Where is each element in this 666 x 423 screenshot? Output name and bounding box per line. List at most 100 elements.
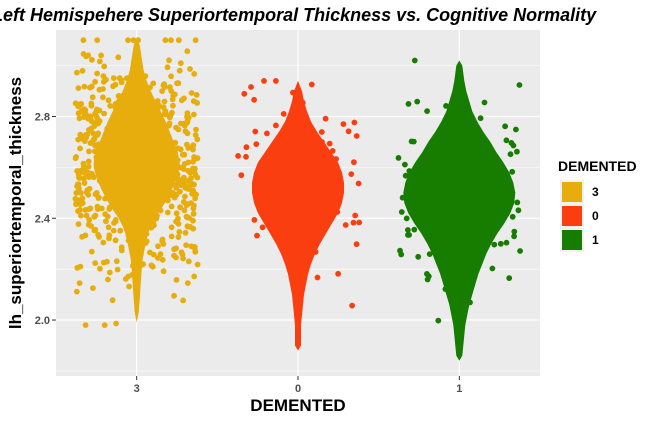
data-point-0 xyxy=(308,81,315,88)
data-point-1 xyxy=(515,207,522,214)
data-point-3 xyxy=(175,178,182,184)
data-point-1 xyxy=(411,57,418,64)
data-point-3 xyxy=(75,110,82,117)
data-point-3 xyxy=(176,229,183,235)
data-point-3 xyxy=(168,224,175,231)
legend-label-3: 3 xyxy=(592,185,599,199)
legend-title: DEMENTED xyxy=(558,158,637,174)
data-point-3 xyxy=(113,320,119,327)
data-point-3 xyxy=(171,91,178,98)
data-point-1 xyxy=(514,199,521,206)
data-point-3 xyxy=(105,97,112,104)
data-point-3 xyxy=(105,224,112,231)
data-point-3 xyxy=(77,190,84,196)
data-point-3 xyxy=(174,80,181,87)
data-point-3 xyxy=(180,255,187,262)
data-point-0 xyxy=(264,130,270,137)
data-point-3 xyxy=(101,110,107,117)
x-axis: 3 0 1 xyxy=(134,376,462,395)
data-point-3 xyxy=(85,158,92,165)
data-point-3 xyxy=(175,234,182,241)
data-point-3 xyxy=(183,242,190,249)
data-point-3 xyxy=(113,258,120,265)
y-axis-title: lh_superiortemporal_thickness xyxy=(6,77,25,329)
data-point-3 xyxy=(151,222,157,229)
data-point-3 xyxy=(76,280,83,286)
data-point-3 xyxy=(100,94,106,101)
data-point-0 xyxy=(273,122,279,129)
data-point-3 xyxy=(168,73,175,80)
data-point-3 xyxy=(188,200,195,207)
data-point-3 xyxy=(173,277,180,283)
data-point-3 xyxy=(177,146,184,153)
data-point-3 xyxy=(77,207,83,213)
data-point-3 xyxy=(73,190,80,196)
data-point-0 xyxy=(273,78,279,84)
x-tick-label: 1 xyxy=(456,383,462,395)
legend: DEMENTED 3 0 1 xyxy=(558,158,637,252)
data-point-0 xyxy=(353,241,360,248)
data-point-0 xyxy=(238,172,245,179)
data-point-1 xyxy=(397,247,403,254)
data-point-3 xyxy=(115,54,122,61)
data-point-3 xyxy=(86,170,93,177)
data-point-3 xyxy=(147,249,153,256)
data-point-3 xyxy=(190,205,197,212)
data-point-3 xyxy=(80,37,87,44)
data-point-3 xyxy=(86,206,92,213)
data-point-3 xyxy=(191,71,198,77)
data-point-3 xyxy=(169,109,175,116)
data-point-3 xyxy=(94,37,101,44)
data-point-3 xyxy=(175,215,181,222)
data-point-3 xyxy=(106,232,113,239)
data-point-3 xyxy=(184,110,191,117)
data-point-3 xyxy=(91,142,98,149)
data-point-0 xyxy=(261,78,267,84)
data-point-1 xyxy=(424,276,431,283)
data-point-1 xyxy=(481,99,488,106)
data-point-0 xyxy=(348,171,355,178)
data-point-0 xyxy=(355,180,362,187)
data-point-3 xyxy=(180,297,187,304)
data-point-0 xyxy=(352,212,359,219)
data-point-3 xyxy=(159,236,166,243)
data-point-3 xyxy=(91,123,98,130)
data-point-3 xyxy=(177,60,184,66)
data-point-3 xyxy=(83,134,90,141)
data-point-0 xyxy=(314,274,321,281)
data-point-3 xyxy=(176,67,183,74)
data-point-3 xyxy=(173,254,179,261)
legend-swatch-0 xyxy=(562,206,582,226)
data-point-3 xyxy=(117,227,124,234)
data-point-3 xyxy=(92,78,98,85)
data-point-0 xyxy=(356,219,363,226)
x-tick-label: 0 xyxy=(295,383,301,395)
data-point-1 xyxy=(405,101,412,107)
data-point-0 xyxy=(252,128,259,135)
data-point-3 xyxy=(184,280,191,286)
data-point-3 xyxy=(168,88,175,94)
data-point-3 xyxy=(72,155,79,162)
data-point-1 xyxy=(516,82,523,88)
data-point-1 xyxy=(502,123,508,130)
y-tick-label: 2.8 xyxy=(35,112,50,124)
data-point-3 xyxy=(89,56,95,63)
data-point-3 xyxy=(77,263,84,270)
data-point-3 xyxy=(184,48,191,55)
data-point-0 xyxy=(322,115,329,122)
data-point-3 xyxy=(86,127,93,134)
data-point-3 xyxy=(193,126,199,133)
data-point-3 xyxy=(93,191,99,197)
data-point-0 xyxy=(340,121,347,127)
data-point-3 xyxy=(164,209,171,216)
data-point-3 xyxy=(177,120,184,127)
data-point-1 xyxy=(414,98,421,105)
data-point-3 xyxy=(175,220,182,227)
data-point-3 xyxy=(168,37,174,44)
data-point-3 xyxy=(126,283,132,290)
data-point-3 xyxy=(162,37,169,44)
data-point-3 xyxy=(166,57,172,64)
data-point-3 xyxy=(88,223,94,229)
data-point-3 xyxy=(75,103,82,110)
